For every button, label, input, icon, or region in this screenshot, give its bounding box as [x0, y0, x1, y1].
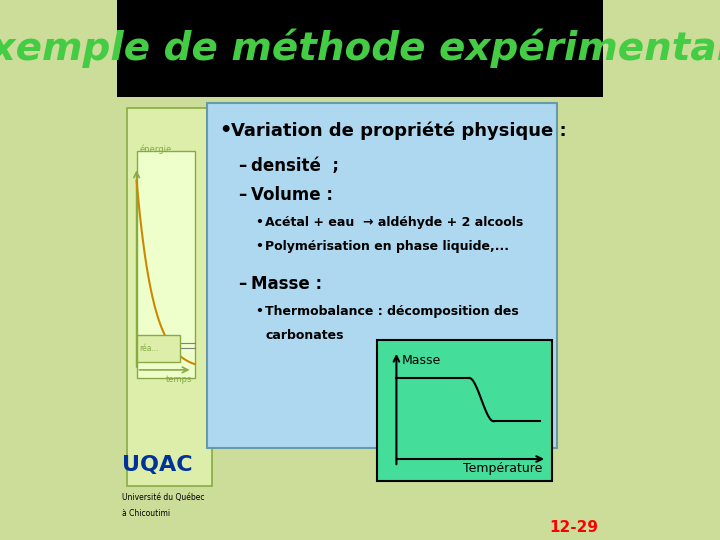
- Text: •: •: [256, 240, 264, 253]
- Text: Masse: Masse: [401, 354, 441, 367]
- Text: Université du Québec: Université du Québec: [122, 493, 204, 502]
- Text: Volume :: Volume :: [251, 186, 333, 204]
- FancyBboxPatch shape: [207, 103, 557, 448]
- FancyBboxPatch shape: [137, 335, 180, 362]
- Text: 12-29: 12-29: [549, 519, 598, 535]
- FancyBboxPatch shape: [137, 151, 195, 378]
- Text: Variation de propriété physique :: Variation de propriété physique :: [231, 122, 567, 140]
- Text: •: •: [256, 305, 264, 318]
- FancyBboxPatch shape: [117, 0, 603, 97]
- Text: énergie: énergie: [139, 144, 171, 154]
- Text: à Chicoutimi: à Chicoutimi: [122, 509, 170, 518]
- Text: –: –: [238, 186, 247, 204]
- Text: carbonates: carbonates: [265, 329, 344, 342]
- Text: Température: Température: [463, 462, 542, 475]
- FancyBboxPatch shape: [377, 340, 552, 481]
- Text: Thermobalance : décomposition des: Thermobalance : décomposition des: [265, 305, 519, 318]
- Text: –: –: [238, 157, 247, 174]
- FancyBboxPatch shape: [127, 108, 212, 486]
- Text: temps: temps: [166, 375, 192, 384]
- Text: densité  ;: densité ;: [251, 157, 338, 174]
- Text: •: •: [256, 216, 264, 229]
- Text: Acétal + eau  → aldéhyde + 2 alcools: Acétal + eau → aldéhyde + 2 alcools: [265, 216, 523, 229]
- Text: Masse :: Masse :: [251, 275, 322, 293]
- Text: •: •: [219, 122, 232, 140]
- FancyBboxPatch shape: [117, 97, 603, 540]
- Text: –: –: [238, 275, 247, 293]
- Text: réa...: réa...: [139, 344, 158, 353]
- Text: UQAC: UQAC: [122, 455, 193, 475]
- Text: Exemple de méthode expérimentale: Exemple de méthode expérimentale: [0, 29, 720, 69]
- Text: Polymérisation en phase liquide,...: Polymérisation en phase liquide,...: [265, 240, 509, 253]
